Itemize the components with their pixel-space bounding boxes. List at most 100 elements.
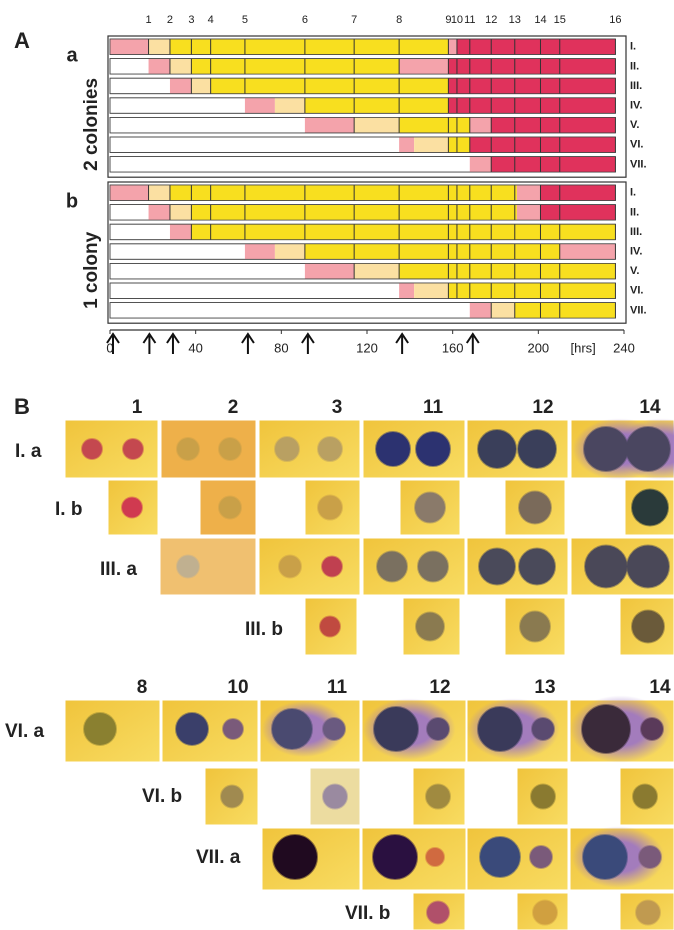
timepoint-label: 8 — [396, 14, 402, 26]
group-name: 2 colonies — [81, 78, 102, 171]
colony — [582, 834, 628, 880]
colony — [583, 426, 629, 472]
colony — [218, 495, 242, 520]
arrow-head — [301, 332, 315, 344]
state-segment — [448, 97, 616, 114]
state-segment — [491, 302, 515, 319]
timepoint-label: 6 — [302, 14, 308, 26]
state-segment — [414, 137, 449, 153]
state-segment — [210, 78, 449, 94]
row-outline — [109, 58, 616, 75]
arrow-head — [142, 332, 157, 344]
x-tick-label: 160 — [442, 340, 464, 355]
row-label: III. b — [245, 619, 283, 640]
colony — [632, 783, 658, 810]
column-label: 12 — [429, 677, 450, 698]
timepoint-label: 11 — [464, 14, 475, 26]
colony — [631, 488, 669, 527]
timepoint-label: 16 — [609, 14, 621, 26]
state-segment — [304, 243, 560, 260]
group-name: 1 colony — [81, 231, 102, 309]
colony — [321, 555, 343, 578]
timepoint-label: 15 — [554, 14, 566, 26]
colony — [584, 544, 628, 589]
row-label: VII. a — [196, 847, 241, 868]
row-label: I. — [630, 187, 636, 199]
colony — [518, 547, 556, 586]
row-label: I. a — [15, 441, 42, 462]
state-segment — [169, 39, 449, 55]
timepoint-label: 2 — [167, 14, 173, 26]
x-tick-label: 40 — [188, 340, 202, 355]
arrow-head — [465, 332, 480, 344]
state-segment — [110, 185, 149, 201]
colony — [322, 783, 348, 810]
colony — [518, 490, 552, 525]
colony — [478, 547, 516, 586]
arrow-head — [106, 332, 120, 344]
row-label: VII. — [630, 158, 647, 170]
timepoint-label: 14 — [534, 14, 546, 26]
panel-label: A — [14, 28, 30, 53]
colony — [274, 436, 300, 462]
colony — [426, 717, 450, 741]
colony — [176, 437, 200, 461]
state-segment — [304, 263, 355, 279]
state-segment — [304, 97, 449, 114]
row-label: I. — [630, 41, 636, 53]
row-outline — [109, 38, 616, 55]
arrow-head — [166, 332, 180, 344]
colony — [477, 429, 517, 469]
row-label: IV. — [630, 245, 642, 257]
state-segment — [448, 137, 470, 153]
timepoint-label: 10 — [451, 14, 463, 26]
state-segment — [169, 78, 192, 94]
group-label: a — [66, 44, 78, 66]
colony — [425, 847, 445, 867]
colony — [122, 438, 144, 460]
row-label: VI. b — [142, 786, 182, 807]
state-segment — [169, 185, 517, 201]
row-label: VII. — [630, 304, 647, 316]
colony — [531, 717, 555, 741]
state-segment — [304, 117, 355, 133]
state-segment — [448, 58, 616, 75]
timepoint-label: 3 — [188, 14, 194, 26]
row-label: V. — [630, 119, 639, 131]
state-segment — [169, 204, 192, 221]
state-segment — [469, 156, 492, 173]
state-segment — [399, 283, 415, 299]
colony — [372, 834, 418, 880]
row-label: VI. a — [5, 721, 45, 742]
colony — [222, 718, 244, 740]
colony — [532, 899, 558, 926]
row-outline — [109, 156, 616, 173]
state-segment — [516, 204, 541, 221]
state-segment — [244, 243, 275, 260]
colony — [272, 834, 318, 880]
state-segment — [148, 58, 170, 75]
row-label: III. — [630, 226, 642, 238]
state-segment — [191, 78, 211, 94]
x-tick-label: 120 — [356, 340, 378, 355]
colony — [176, 554, 200, 579]
state-segment — [399, 263, 616, 279]
colony — [375, 431, 411, 467]
arrow-head — [395, 332, 409, 344]
state-segment — [274, 97, 305, 114]
state-segment — [399, 137, 415, 153]
colony — [373, 706, 419, 752]
colony — [415, 611, 445, 642]
state-segment — [516, 185, 541, 201]
state-segment — [540, 204, 616, 221]
colony — [319, 615, 341, 638]
row-outline — [109, 302, 616, 319]
colony — [638, 845, 662, 869]
column-label: 14 — [649, 677, 671, 698]
state-segment — [110, 39, 149, 55]
colony — [626, 544, 670, 589]
colony — [414, 491, 446, 524]
timepoint-label: 1 — [145, 14, 151, 26]
row-outline — [109, 184, 616, 201]
